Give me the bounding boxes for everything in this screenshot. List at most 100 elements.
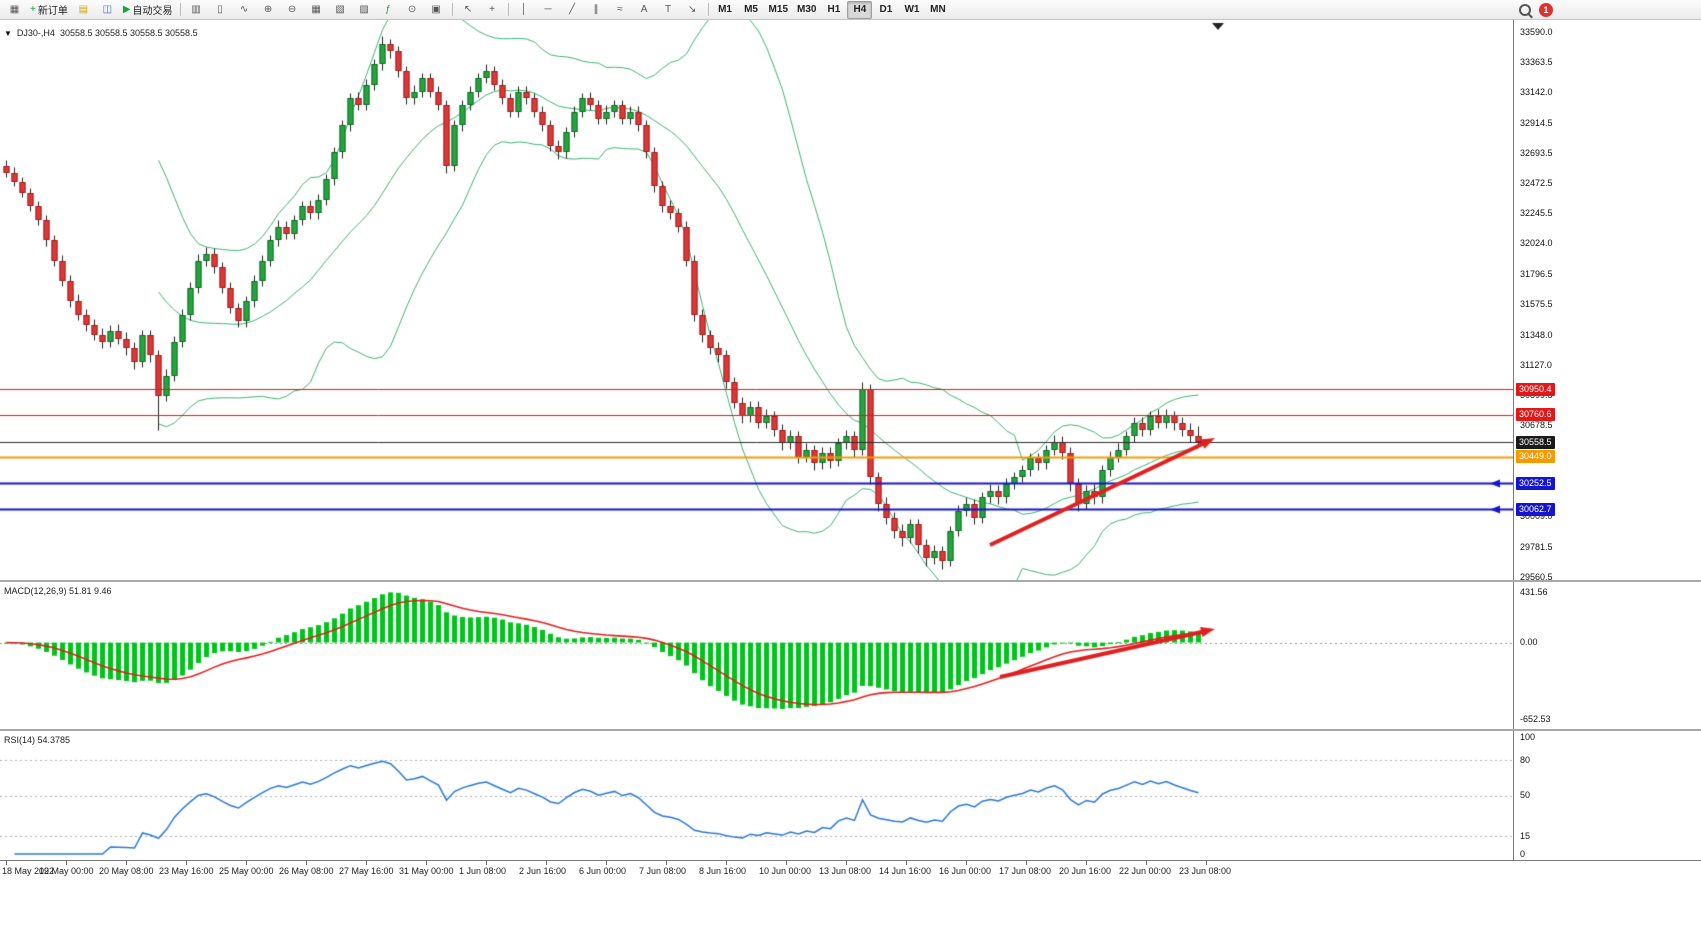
autotrading-button-label: 自动交易 <box>132 6 173 17</box>
tf-m5-label: M5 <box>744 4 758 15</box>
chart-profiles-icon-glyph: ▤ <box>78 3 89 15</box>
macd-panel: MACD(12,26,9) 51.81 9.46 431.56 0.00 -652.… <box>0 582 1701 729</box>
tile-windows-icon[interactable]: ▦ <box>305 1 328 19</box>
time-axis-label: 14 Jun 16:00 <box>879 866 932 876</box>
tf-d1-label: D1 <box>879 4 893 15</box>
time-axis-tick <box>726 861 727 865</box>
cursor-icon[interactable]: ↖ <box>457 1 480 19</box>
time-axis-label: 20 May 08:00 <box>99 866 154 876</box>
label-icon[interactable]: T <box>657 1 680 19</box>
indicators-icon[interactable]: ƒ <box>377 1 400 19</box>
time-axis[interactable]: 18 May 2022 19 May 00:00 20 May 08:00 23 Ma… <box>0 860 1701 885</box>
price-line-badge: 30062.7 <box>1516 502 1555 516</box>
new-chart-icon-glyph: ▧ <box>335 3 345 15</box>
time-axis-tick <box>6 861 7 865</box>
market-watch-icon[interactable]: ◫ <box>96 1 119 19</box>
tf-mn-label: MN <box>930 4 946 15</box>
crosshair-icon[interactable]: + <box>481 1 504 19</box>
toolbar-items: ▦ + 新订单 ▤ ◫ ▶ 自动交易 ▥ ▯ ∿ ⊕ ⊖ ▦ ▧ ▨ ƒ ⊙ ▣ ↖ + │ ─ ╱ ∥ ≈ A T ↘ M1 M5 M15… <box>3 0 950 19</box>
chart-window: ▼ DJ30-,H4 30558.5 30558.5 30558.5 30558… <box>0 20 1701 937</box>
arrows-icon[interactable]: ↘ <box>681 1 704 19</box>
horizontal-line-icon[interactable]: ─ <box>537 1 560 19</box>
price-line-badge: 30449.0 <box>1516 450 1555 464</box>
panel-divider[interactable] <box>0 729 1701 731</box>
time-axis-label: 16 Jun 00:00 <box>939 866 992 876</box>
channel-icon[interactable]: ∥ <box>585 1 608 19</box>
text-icon-glyph: A <box>640 3 648 15</box>
macd-axis-label: 0.00 <box>1520 637 1538 648</box>
time-axis-tick <box>966 861 967 865</box>
text-icon[interactable]: A <box>633 1 656 19</box>
rsi-canvas[interactable] <box>0 731 1513 860</box>
search-icon[interactable] <box>1519 3 1531 16</box>
price-axis-label: 33363.5 <box>1520 57 1553 68</box>
tf-m15-label: M15 <box>768 4 788 15</box>
candlestick-chart-icon[interactable]: ▯ <box>209 1 232 19</box>
vertical-line-icon[interactable]: │ <box>513 1 536 19</box>
new-order-button[interactable]: + 新订单 <box>27 1 71 19</box>
time-axis-tick <box>1146 861 1147 865</box>
price-axis-label: 32472.5 <box>1520 177 1553 188</box>
tf-m30[interactable]: M30 <box>793 1 820 19</box>
terminal-window-icon[interactable]: ▦ <box>3 1 26 19</box>
time-axis-label: 19 May 00:00 <box>39 866 94 876</box>
tf-m30-label: M30 <box>797 4 817 15</box>
tf-w1[interactable]: W1 <box>899 1 924 19</box>
cursor-icon-glyph: ↖ <box>463 3 473 15</box>
tf-m1[interactable]: M1 <box>713 1 738 19</box>
bar-chart-icon-glyph: ▥ <box>191 3 201 15</box>
time-axis-tick <box>186 861 187 865</box>
vertical-line-icon-glyph: │ <box>520 3 528 15</box>
panel-divider[interactable] <box>0 580 1701 582</box>
time-axis-tick <box>486 861 487 865</box>
time-axis-tick <box>666 861 667 865</box>
new-order-glyph: + <box>30 3 36 15</box>
channel-icon-glyph: ∥ <box>593 3 599 15</box>
time-axis-tick <box>366 861 367 865</box>
zoom-out-icon[interactable]: ⊖ <box>281 1 304 19</box>
tf-d1[interactable]: D1 <box>873 1 898 19</box>
price-axis-label: 29781.5 <box>1520 541 1553 552</box>
toolbar-separator <box>507 3 509 16</box>
zoom-in-icon[interactable]: ⊕ <box>257 1 280 19</box>
fibonacci-icon[interactable]: ≈ <box>609 1 632 19</box>
line-chart-icon[interactable]: ∿ <box>233 1 256 19</box>
templates-icon[interactable]: ▣ <box>425 1 448 19</box>
new-chart-icon[interactable]: ▧ <box>329 1 352 19</box>
one-click-trading-toggle[interactable]: ▼ <box>4 28 12 38</box>
rsi-axis-label: 80 <box>1520 754 1531 765</box>
periods-icon[interactable]: ⊙ <box>401 1 424 19</box>
price-axis-label: 31796.5 <box>1520 269 1553 280</box>
autotrading-button[interactable]: ▶ 自动交易 <box>120 1 176 19</box>
symbol-line: ▼ DJ30-,H4 30558.5 30558.5 30558.5 30558… <box>4 28 198 38</box>
time-axis-tick <box>906 861 907 865</box>
macd-canvas[interactable] <box>0 582 1513 729</box>
price-axis-label: 33590.0 <box>1520 26 1553 37</box>
price-axis[interactable]: 33590.0 33363.5 33142.0 32914.5 32693.5 32472… <box>1513 20 1701 580</box>
time-axis-label: 7 Jun 08:00 <box>639 866 687 876</box>
candlestick-chart-icon-glyph: ▯ <box>217 3 223 15</box>
time-axis-label: 18 May 2022 <box>2 866 55 876</box>
notification-badge[interactable]: 1 <box>1539 2 1553 17</box>
tf-m5[interactable]: M5 <box>739 1 764 19</box>
time-axis-tick <box>1086 861 1087 865</box>
templates-icon-glyph: ▣ <box>431 3 441 15</box>
chart-profiles-icon[interactable]: ▤ <box>72 1 95 19</box>
main-chart-canvas[interactable] <box>0 20 1513 580</box>
time-axis-label: 26 May 08:00 <box>279 866 334 876</box>
time-axis-label: 2 Jun 16:00 <box>519 866 567 876</box>
tf-mn[interactable]: MN <box>925 1 950 19</box>
macd-axis-label: 431.56 <box>1520 586 1548 597</box>
trendline-icon[interactable]: ╱ <box>561 1 584 19</box>
tf-h1-label: H1 <box>827 4 841 15</box>
time-axis-label: 10 Jun 00:00 <box>759 866 812 876</box>
tf-m15[interactable]: M15 <box>765 1 792 19</box>
chart-shift-icon[interactable]: ▨ <box>353 1 376 19</box>
tf-h4[interactable]: H4 <box>847 0 873 19</box>
bar-chart-icon[interactable]: ▥ <box>185 1 208 19</box>
price-axis-label: 32024.0 <box>1520 238 1553 249</box>
tf-h1[interactable]: H1 <box>821 1 846 19</box>
tf-h4-label: H4 <box>853 4 867 15</box>
price-axis-label: 33142.0 <box>1520 87 1553 98</box>
